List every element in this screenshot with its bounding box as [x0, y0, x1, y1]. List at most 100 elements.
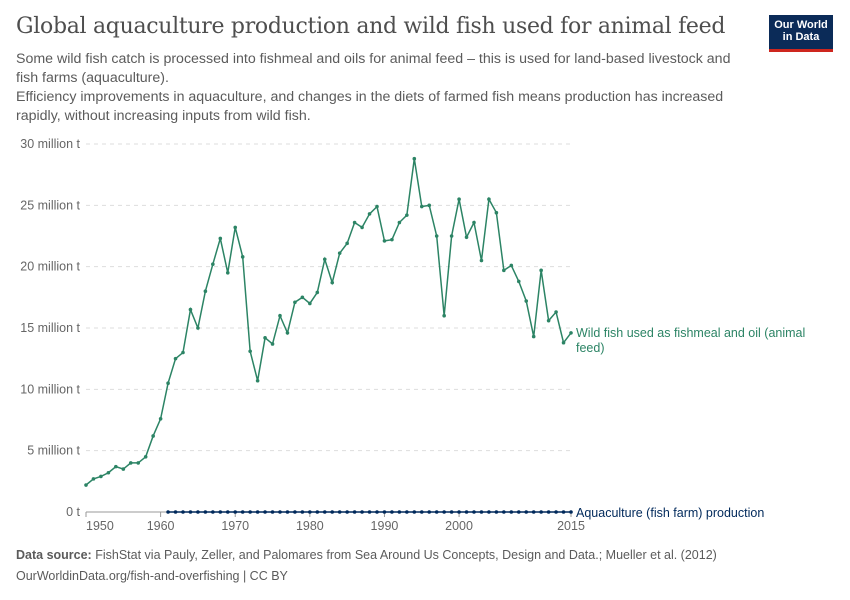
data-point: [367, 212, 372, 216]
data-point: [352, 510, 357, 514]
data-point: [524, 510, 529, 514]
data-point: [91, 477, 96, 481]
data-point: [270, 510, 275, 514]
data-point: [263, 510, 267, 514]
x-tick-label: 1970: [221, 519, 249, 533]
data-point: [166, 510, 170, 514]
data-point: [188, 510, 193, 514]
x-tick-label: 1960: [147, 519, 175, 533]
data-point: [390, 510, 394, 514]
subtitle-line-2: Efficiency improvements in aquaculture, …: [16, 89, 724, 124]
data-point: [405, 213, 409, 217]
data-point: [516, 279, 521, 284]
footer-url[interactable]: OurWorldinData.org/fish-and-overfishing …: [16, 569, 288, 583]
data-point: [494, 510, 499, 514]
data-point: [390, 237, 394, 242]
data-point: [84, 483, 88, 487]
data-point: [308, 510, 312, 514]
data-point: [434, 234, 439, 238]
data-point: [405, 510, 409, 514]
data-point: [487, 510, 491, 514]
data-point: [367, 510, 372, 514]
logo-line-1: Our World: [774, 19, 828, 31]
y-tick-label: 0 t: [66, 505, 80, 519]
data-point: [554, 310, 558, 314]
data-point: [360, 225, 364, 230]
data-point: [330, 280, 335, 285]
y-tick-label: 5 million t: [27, 444, 80, 458]
data-point: [166, 381, 170, 386]
data-point: [360, 510, 364, 514]
data-point: [293, 510, 297, 514]
data-point: [427, 203, 432, 208]
data-point: [397, 220, 402, 225]
data-point: [397, 510, 402, 514]
data-point: [412, 156, 417, 161]
data-point: [240, 255, 245, 259]
data-point: [509, 510, 514, 514]
data-point: [248, 510, 252, 514]
data-point: [337, 510, 342, 514]
data-point: [158, 416, 163, 421]
data-point: [285, 331, 290, 335]
x-tick-label: 1950: [86, 519, 114, 533]
data-point: [539, 510, 543, 514]
data-point: [300, 510, 305, 514]
data-point: [270, 342, 275, 346]
data-point: [315, 290, 320, 295]
data-point: [240, 510, 245, 514]
data-point: [293, 300, 297, 305]
data-point: [375, 510, 379, 514]
y-tick-label: 25 million t: [20, 198, 80, 212]
data-point: [569, 510, 573, 514]
data-point: [300, 295, 305, 300]
data-point: [419, 204, 424, 209]
data-point: [457, 197, 461, 201]
x-tick-label: 1990: [371, 519, 399, 533]
logo-line-2: in Data: [782, 31, 820, 43]
data-point: [479, 258, 484, 263]
data-point: [263, 336, 267, 340]
data-point: [546, 318, 551, 323]
data-point: [337, 251, 342, 255]
source-text: FishStat via Pauly, Zeller, and Palomare…: [95, 548, 717, 562]
data-point: [569, 331, 573, 335]
data-point: [502, 268, 506, 273]
y-tick-label: 30 million t: [20, 137, 80, 151]
data-point: [173, 510, 178, 514]
data-point: [449, 510, 454, 514]
data-point: [114, 464, 118, 469]
data-point: [464, 510, 469, 514]
data-point: [196, 510, 200, 514]
data-point: [375, 204, 379, 209]
source-label: Data source:: [16, 548, 92, 562]
data-point: [382, 239, 387, 243]
data-point: [554, 510, 558, 514]
y-tick-label: 10 million t: [20, 382, 80, 396]
data-point: [449, 234, 454, 238]
data-point: [225, 271, 230, 275]
data-point: [188, 307, 193, 312]
chart-subtitle: Some wild fish catch is processed into f…: [16, 50, 756, 126]
data-point: [278, 510, 282, 514]
data-point: [434, 510, 439, 514]
data-point: [531, 334, 536, 339]
data-point: [181, 510, 185, 514]
data-point: [99, 474, 103, 479]
data-point: [561, 340, 566, 345]
data-point: [136, 461, 141, 465]
data-point: [106, 470, 111, 475]
data-point: [502, 510, 506, 514]
data-point: [457, 510, 461, 514]
data-point: [315, 510, 320, 514]
data-point: [196, 326, 200, 330]
subtitle-line-1: Some wild fish catch is processed into f…: [16, 51, 731, 86]
data-point: [151, 434, 155, 438]
data-point: [233, 510, 238, 514]
data-point: [494, 210, 499, 215]
data-point: [128, 461, 133, 465]
data-point: [203, 289, 208, 294]
series-line: [85, 158, 572, 486]
owid-logo[interactable]: Our World in Data: [769, 15, 833, 52]
